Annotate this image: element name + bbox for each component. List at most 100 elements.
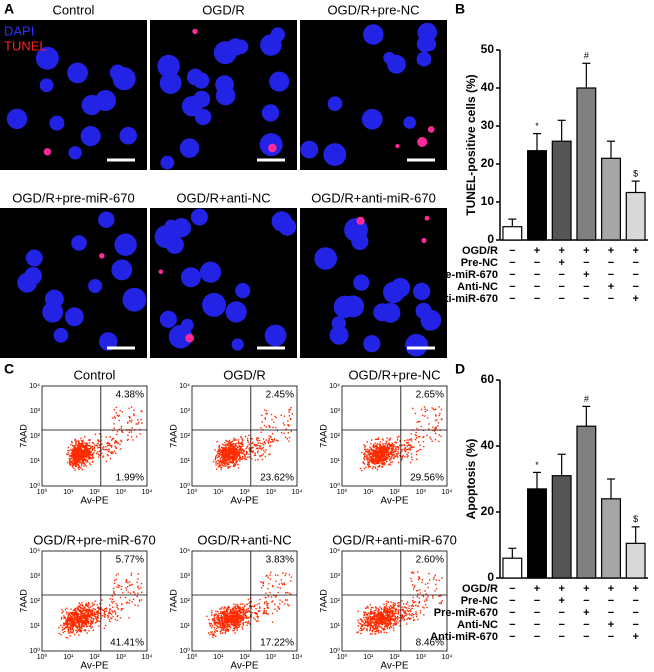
condition-sign: − bbox=[509, 293, 515, 305]
bar bbox=[551, 475, 572, 579]
y-tick-label: 10¹ bbox=[30, 623, 41, 630]
plot-title: OGD/R bbox=[223, 367, 266, 382]
condition-sign: + bbox=[608, 583, 614, 595]
y-tick-label: 10⁰ bbox=[29, 647, 40, 655]
bar bbox=[625, 191, 646, 241]
y-tick-label: 20 bbox=[481, 504, 495, 518]
condition-name: Pre-miR-670 bbox=[434, 607, 498, 619]
condition-sign: − bbox=[534, 607, 540, 619]
y-tick-label: 20 bbox=[481, 156, 495, 170]
upper-right-percent: 3.83% bbox=[266, 555, 294, 566]
condition-sign: − bbox=[632, 269, 638, 281]
bar bbox=[527, 150, 547, 241]
micrograph bbox=[0, 20, 147, 170]
lower-right-percent: 1.99% bbox=[116, 473, 144, 484]
y-tick-label: 40 bbox=[481, 80, 495, 94]
x-tick-label: 10⁰ bbox=[187, 488, 198, 496]
dapi-nuclei bbox=[154, 208, 297, 351]
condition-sign: − bbox=[608, 293, 614, 305]
y-axis-label: 7AAD bbox=[18, 424, 28, 448]
condition-sign: − bbox=[608, 269, 614, 281]
condition-sign: − bbox=[509, 281, 515, 293]
x-tick-label: 10³ bbox=[266, 654, 277, 661]
condition-name: Anti-NC bbox=[457, 281, 498, 293]
condition-sign: + bbox=[558, 245, 564, 257]
bar bbox=[625, 542, 646, 579]
plot-frame bbox=[191, 550, 298, 652]
condition-sign: − bbox=[608, 595, 614, 607]
condition-sign: − bbox=[608, 631, 614, 643]
image-title: Control bbox=[53, 2, 95, 17]
y-tick-label: 10³ bbox=[180, 408, 191, 415]
y-tick-label: 10² bbox=[180, 433, 191, 440]
condition-sign: + bbox=[583, 245, 589, 257]
y-tick-label: 10² bbox=[330, 598, 341, 605]
condition-sign: − bbox=[632, 281, 638, 293]
y-tick-label: 10⁰ bbox=[29, 482, 40, 490]
condition-sign: + bbox=[558, 583, 564, 595]
significance-mark: * bbox=[535, 121, 539, 131]
x-tick-label: 10⁰ bbox=[37, 488, 48, 496]
y-tick-label: 10³ bbox=[30, 573, 41, 580]
tunel-nuclei bbox=[158, 269, 194, 343]
condition-sign: − bbox=[509, 269, 515, 281]
condition-sign: + bbox=[583, 607, 589, 619]
x-axis-label: Av-PE bbox=[80, 496, 108, 507]
plot-title: Control bbox=[74, 367, 116, 382]
panel-letter: A bbox=[4, 1, 14, 17]
condition-sign: + bbox=[632, 583, 638, 595]
y-tick-label: 50 bbox=[481, 42, 495, 56]
significance-mark: * bbox=[535, 460, 539, 470]
condition-sign: − bbox=[632, 257, 638, 269]
condition-sign: − bbox=[583, 293, 589, 305]
x-tick-label: 10⁴ bbox=[292, 489, 303, 496]
events bbox=[359, 406, 443, 472]
y-tick-label: 10⁰ bbox=[179, 482, 190, 490]
lower-right-percent: 41.41% bbox=[110, 638, 144, 649]
y-tick-label: 10¹ bbox=[330, 458, 341, 465]
plot-title: OGD/R+anti-NC bbox=[197, 532, 291, 547]
condition-name: Pre-NC bbox=[461, 257, 498, 269]
condition-sign: + bbox=[632, 293, 638, 305]
plot-frame bbox=[341, 550, 448, 652]
condition-name: Pre-NC bbox=[461, 595, 498, 607]
significance-mark: # bbox=[584, 394, 589, 404]
condition-sign: − bbox=[558, 269, 564, 281]
x-axis-label: Av-PE bbox=[230, 496, 258, 507]
y-tick-label: 10⁴ bbox=[179, 548, 190, 555]
y-tick-label: 10³ bbox=[180, 573, 191, 580]
condition-sign: + bbox=[534, 583, 540, 595]
dapi-nuclei bbox=[157, 27, 290, 170]
lower-right-percent: 29.56% bbox=[410, 473, 444, 484]
x-tick-label: 10¹ bbox=[213, 489, 224, 496]
condition-sign: − bbox=[509, 619, 515, 631]
x-tick-label: 10⁰ bbox=[337, 653, 348, 661]
condition-sign: + bbox=[558, 257, 564, 269]
upper-right-percent: 4.38% bbox=[116, 390, 144, 401]
y-tick-label: 10⁴ bbox=[29, 548, 40, 555]
tunel-nuclei bbox=[43, 148, 52, 156]
condition-name: Anti-miR-670 bbox=[430, 293, 498, 305]
condition-sign: − bbox=[583, 281, 589, 293]
x-tick-label: 10³ bbox=[116, 489, 127, 496]
condition-sign: − bbox=[583, 257, 589, 269]
upper-right-percent: 2.45% bbox=[266, 390, 294, 401]
y-tick-label: 10⁴ bbox=[329, 383, 340, 390]
x-tick-label: 10² bbox=[239, 654, 250, 661]
lower-right-percent: 23.62% bbox=[260, 473, 294, 484]
condition-name: OGD/R bbox=[462, 583, 498, 595]
y-tick-label: 10⁴ bbox=[179, 383, 190, 390]
condition-sign: − bbox=[509, 583, 515, 595]
y-tick-label: 60 bbox=[481, 372, 495, 386]
x-tick-label: 10² bbox=[239, 489, 250, 496]
y-tick-label: 30 bbox=[481, 118, 495, 132]
condition-sign: − bbox=[534, 631, 540, 643]
panel-letter: D bbox=[455, 361, 465, 377]
condition-name: Anti-NC bbox=[457, 619, 498, 631]
condition-sign: + bbox=[583, 583, 589, 595]
bar bbox=[527, 488, 547, 579]
condition-sign: − bbox=[583, 619, 589, 631]
y-axis-label: TUNEL-positive cells (%) bbox=[464, 74, 478, 215]
condition-sign: + bbox=[608, 619, 614, 631]
